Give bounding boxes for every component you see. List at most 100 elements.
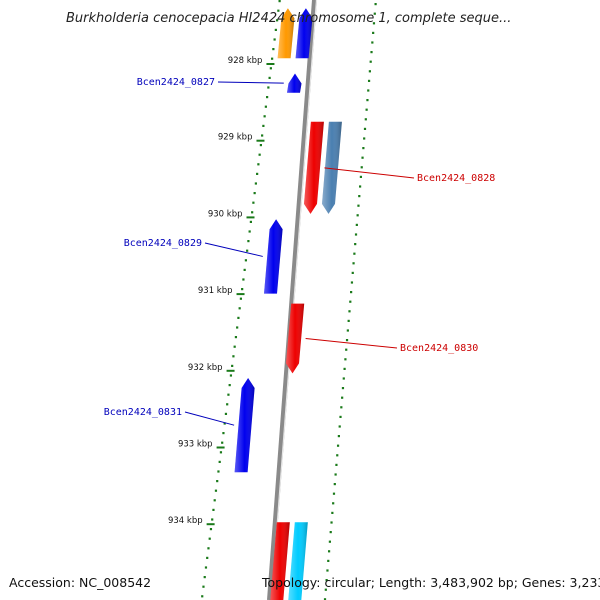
ruler-dot xyxy=(238,307,241,310)
gene-label-leader xyxy=(324,167,415,179)
gene-Bcen2424_0829 xyxy=(264,219,283,294)
ruler-dot xyxy=(350,291,353,294)
ruler-dot xyxy=(337,435,340,438)
ruler-dot xyxy=(346,329,349,332)
kbp-tick-label: 933 kbp xyxy=(178,440,213,450)
ruler-dot xyxy=(213,499,216,502)
ruler-dot xyxy=(219,451,223,454)
ruler-dot xyxy=(253,192,256,195)
gene-label-Bcen2424_0831: Bcen2424_0831 xyxy=(104,407,182,418)
topology-text: Topology: circular; Length: 3,483,902 bp… xyxy=(261,575,600,590)
ruler-dot xyxy=(328,540,332,543)
gene-label-Bcen2424_0828: Bcen2424_0828 xyxy=(417,173,495,184)
ruler-dot xyxy=(248,230,251,233)
ruler-dot xyxy=(211,518,214,521)
gene-Bcen2424_0828-track2 xyxy=(322,121,342,214)
ruler-dot xyxy=(369,60,372,63)
backbone-highlight xyxy=(270,0,318,600)
gene-label-leader xyxy=(217,81,284,84)
ruler-dot xyxy=(212,508,215,511)
ruler-dot xyxy=(229,374,233,377)
ruler-dot xyxy=(214,489,218,492)
ruler-dot xyxy=(352,262,355,265)
gene-labels: Bcen2424_0827 Bcen2424_0828 Bcen2424_0829 B… xyxy=(104,77,495,426)
ruler-dot xyxy=(360,166,363,169)
ruler-dot xyxy=(246,249,249,252)
gene-arrow-shading xyxy=(288,522,308,600)
ruler-dot xyxy=(278,0,281,3)
ruler-dot xyxy=(259,144,262,147)
gene-Bcen2424_0830 xyxy=(286,303,305,374)
ruler-dot xyxy=(267,86,270,89)
backbone xyxy=(267,0,318,600)
ruler-dot xyxy=(363,127,367,130)
ruler-dot xyxy=(208,537,211,540)
ruler-dot xyxy=(362,147,365,150)
ruler-dot xyxy=(274,28,277,31)
map-title: Burkholderia cenocepacia HI2424 chromoso… xyxy=(66,11,511,26)
ruler-dot xyxy=(351,271,354,274)
ruler-dot xyxy=(326,569,329,572)
ruler-dot xyxy=(251,211,254,214)
ruler-dot xyxy=(266,96,269,99)
ruler-dot xyxy=(252,201,255,204)
ruler-dot xyxy=(345,348,348,351)
ruler-dot xyxy=(338,425,341,428)
ruler-dot xyxy=(364,118,367,121)
ruler-dot xyxy=(268,76,271,79)
kbp-tick-label: 930 kbp xyxy=(208,209,243,219)
gene-arrow-shading xyxy=(270,522,290,600)
ruler-dot xyxy=(371,41,374,44)
gene-arrow-shading xyxy=(264,219,283,294)
ruler-dot xyxy=(203,576,206,579)
backbone-line xyxy=(267,0,317,600)
ruler-dot xyxy=(374,3,377,6)
ruler-dot xyxy=(363,137,366,140)
ruler-dot xyxy=(244,259,248,262)
gene-label-Bcen2424_0830: Bcen2424_0830 xyxy=(400,343,478,354)
ruler-dot xyxy=(367,79,371,82)
ruler-dot xyxy=(357,204,360,207)
ruler-dot xyxy=(334,473,337,476)
ruler-dot xyxy=(221,441,224,444)
ruler-dot xyxy=(257,163,260,166)
ruler-dot xyxy=(263,115,266,118)
ruler-dot xyxy=(341,396,344,399)
ruler-dot xyxy=(353,252,356,255)
ruler-dot xyxy=(347,319,350,322)
gene-label-Bcen2424_0829: Bcen2424_0829 xyxy=(124,238,202,249)
gene-arrow-shading xyxy=(322,121,342,214)
ruler-dot xyxy=(227,393,230,396)
ruler-dot xyxy=(228,384,231,387)
ruler-dot xyxy=(207,547,210,550)
gene-label-Bcen2424_0827: Bcen2424_0827 xyxy=(137,77,215,88)
accession-text: Accession: NC_008542 xyxy=(9,575,151,590)
gene-label-leader xyxy=(305,338,398,349)
ruler-dot xyxy=(261,134,264,137)
ruler-dot xyxy=(358,185,362,188)
ruler-dot xyxy=(202,585,205,588)
ruler-dot xyxy=(354,243,357,246)
ruler-dot xyxy=(373,12,376,15)
ruler-dot xyxy=(327,559,330,562)
ruler-dot xyxy=(324,588,327,591)
ruler-dot xyxy=(269,67,272,70)
gene-upstream-gene-a xyxy=(277,8,295,59)
kbp-tick-label: 929 kbp xyxy=(218,133,253,143)
ruler-dot xyxy=(370,51,373,54)
gene-Bcen2424_0827 xyxy=(287,73,302,93)
ruler-dot xyxy=(336,454,339,457)
ruler-dot xyxy=(231,364,234,367)
ruler-dot xyxy=(359,175,363,178)
gene-label-leader xyxy=(184,411,235,426)
ruler-dot xyxy=(366,99,369,102)
ruler-dot xyxy=(330,521,333,524)
ruler-dot xyxy=(325,579,328,582)
ruler-dot xyxy=(323,598,327,600)
ruler-dot xyxy=(272,48,275,51)
ruler-dot xyxy=(241,288,244,291)
left-ruler xyxy=(201,0,281,598)
gene-Bcen2424_0831 xyxy=(234,378,255,473)
ruler-dot xyxy=(344,358,347,361)
